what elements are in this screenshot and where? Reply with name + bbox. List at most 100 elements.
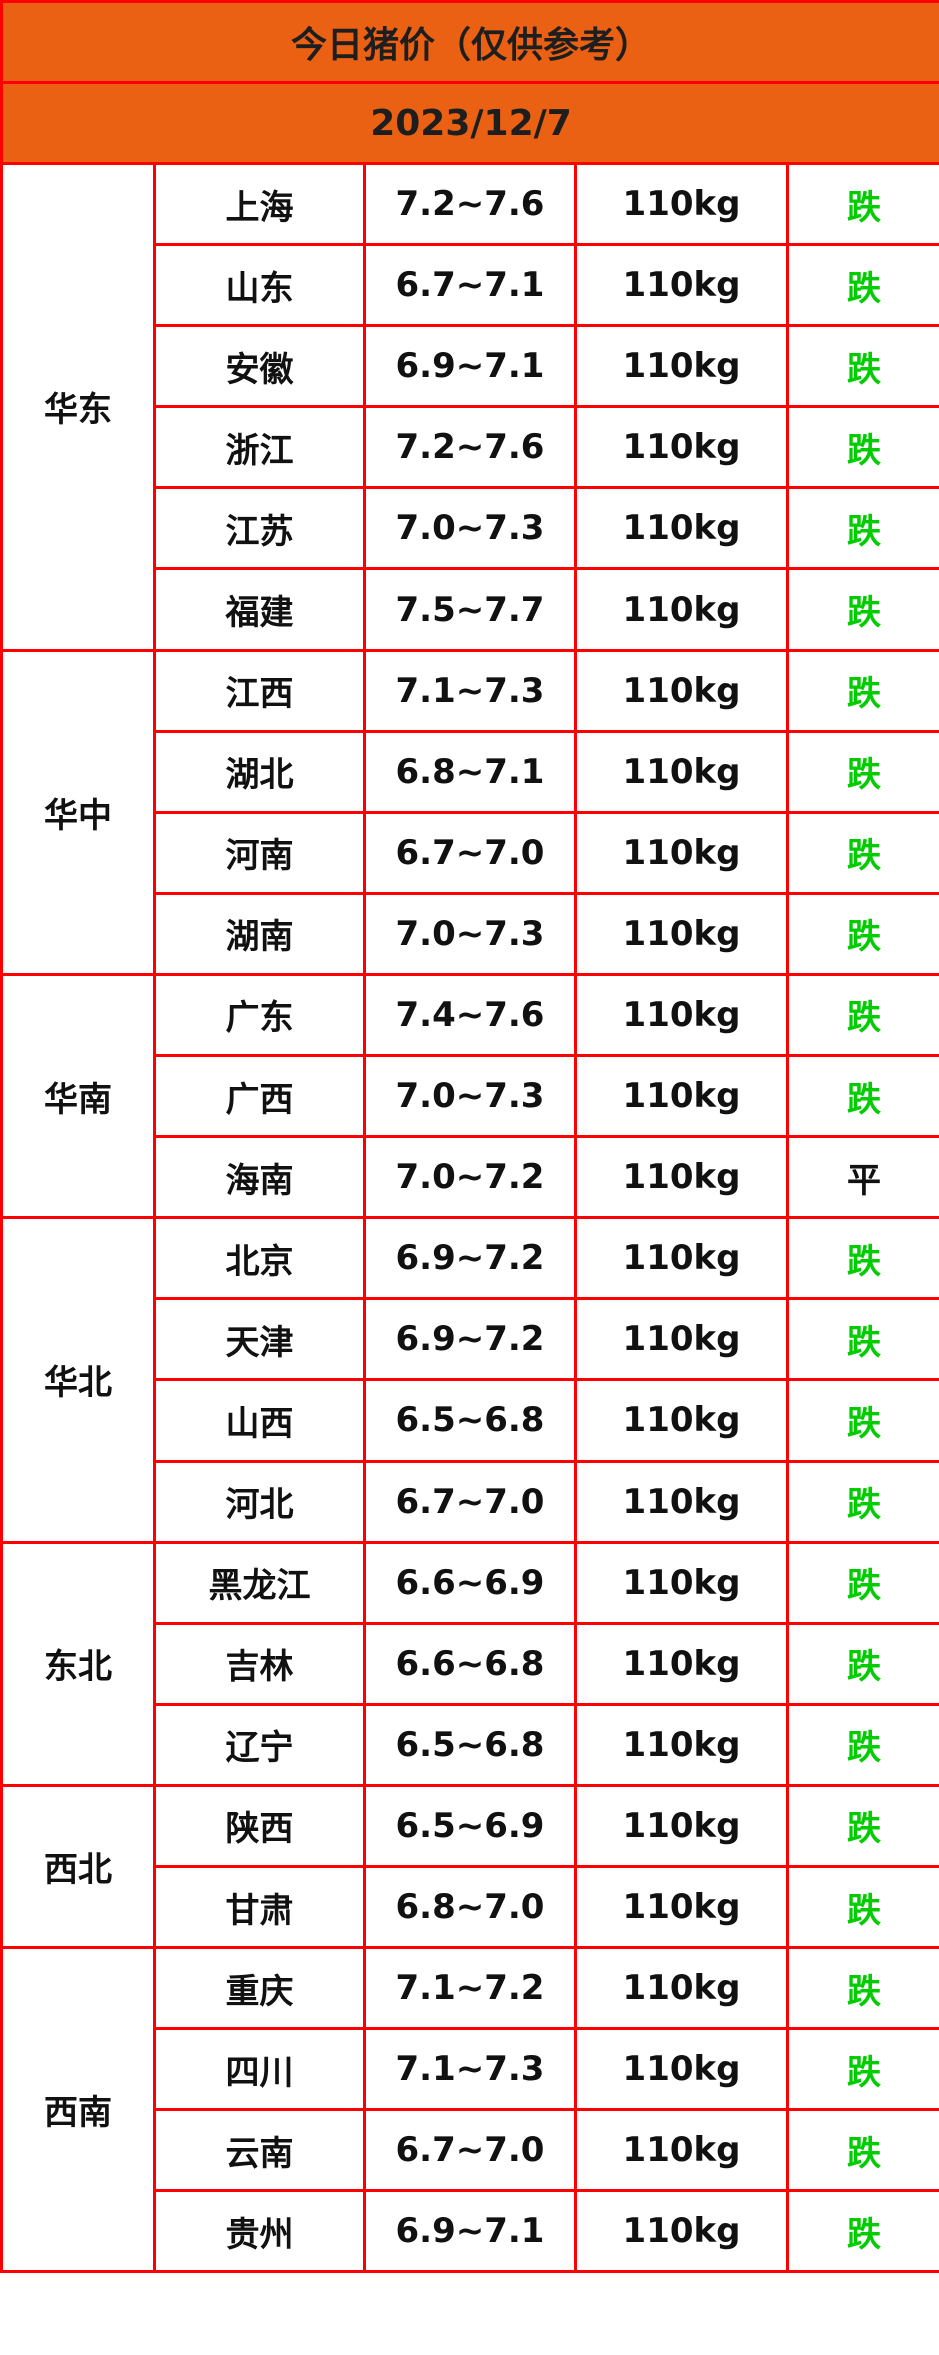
weight-cell: 110kg (574, 1702, 789, 1787)
province-cell: 北京 (153, 1216, 366, 1301)
trend-cell: 跌 (785, 810, 939, 895)
province-cell: 湖南 (153, 891, 366, 976)
table-row: 江苏 7.0~7.3 110kg 跌 (2, 486, 939, 571)
region-cell: 东北 (0, 1540, 156, 1787)
table-row: 吉林 6.6~6.8 110kg 跌 (2, 1621, 939, 1706)
province-cell: 山东 (153, 243, 366, 328)
region-cell: 华中 (0, 648, 156, 976)
province-cell: 浙江 (153, 405, 366, 490)
price-cell: 6.7~7.1 (363, 243, 577, 328)
province-cell: 重庆 (153, 1946, 366, 2031)
table-row: 贵州 6.9~7.1 110kg 跌 (2, 2189, 939, 2274)
weight-cell: 110kg (574, 324, 789, 409)
table-date: 2023/12/7 (0, 81, 939, 165)
province-cell: 黑龙江 (153, 1540, 366, 1625)
trend-cell: 跌 (785, 1621, 939, 1706)
price-cell: 7.0~7.3 (363, 891, 577, 976)
table-row: 西南 重庆 7.1~7.2 110kg 跌 (0, 1946, 939, 2274)
table-row: 天津 6.9~7.2 110kg 跌 (2, 1297, 939, 1382)
price-cell: 6.7~7.0 (363, 1459, 577, 1544)
trend-cell: 跌 (785, 1702, 939, 1787)
table-row: 甘肃 6.8~7.0 110kg 跌 (2, 1864, 939, 1950)
trend-cell: 跌 (785, 2027, 939, 2112)
trend-cell: 跌 (785, 567, 939, 652)
province-cell: 上海 (153, 161, 366, 247)
trend-cell: 跌 (785, 324, 939, 409)
province-cell: 海南 (153, 1135, 366, 1220)
price-cell: 6.7~7.0 (363, 2108, 577, 2193)
weight-cell: 110kg (574, 1297, 789, 1382)
price-cell: 7.5~7.7 (363, 567, 577, 652)
trend-cell: 跌 (785, 891, 939, 976)
weight-cell: 110kg (574, 161, 789, 247)
table-row: 辽宁 6.5~6.8 110kg 跌 (2, 1702, 939, 1787)
weight-cell: 110kg (574, 1135, 789, 1220)
price-cell: 7.1~7.2 (363, 1946, 577, 2031)
table-row: 华东 上海 7.2~7.6 110kg 跌 (0, 161, 939, 652)
weight-cell: 110kg (574, 1621, 789, 1706)
weight-cell: 110kg (574, 729, 789, 814)
price-cell: 6.9~7.1 (363, 2189, 577, 2274)
price-cell: 6.6~6.8 (363, 1621, 577, 1706)
province-cell: 甘肃 (153, 1864, 366, 1950)
weight-cell: 110kg (574, 1054, 789, 1139)
weight-cell: 110kg (574, 891, 789, 976)
table-title: 今日猪价（仅供参考） (0, 0, 939, 84)
province-cell: 河北 (153, 1459, 366, 1544)
weight-cell: 110kg (574, 405, 789, 490)
weight-cell: 110kg (574, 2189, 789, 2274)
weight-cell: 110kg (574, 972, 789, 1058)
table-row: 四川 7.1~7.3 110kg 跌 (2, 2027, 939, 2112)
trend-cell: 跌 (785, 2189, 939, 2274)
trend-cell: 跌 (785, 972, 939, 1058)
price-cell: 7.4~7.6 (363, 972, 577, 1058)
trend-cell: 跌 (785, 486, 939, 571)
price-cell: 6.5~6.8 (363, 1378, 577, 1463)
price-cell: 6.8~7.0 (363, 1864, 577, 1950)
table-row: 华中 江西 7.1~7.3 110kg 跌 (0, 648, 939, 976)
price-cell: 7.0~7.2 (363, 1135, 577, 1220)
table-row: 广西 7.0~7.3 110kg 跌 (2, 1054, 939, 1139)
trend-cell: 跌 (785, 1459, 939, 1544)
weight-cell: 110kg (574, 486, 789, 571)
weight-cell: 110kg (574, 1459, 789, 1544)
trend-cell: 跌 (785, 405, 939, 490)
trend-cell: 跌 (785, 2108, 939, 2193)
trend-cell: 跌 (785, 1216, 939, 1301)
weight-cell: 110kg (574, 1216, 789, 1301)
price-cell: 6.9~7.1 (363, 324, 577, 409)
trend-cell: 跌 (785, 161, 939, 247)
price-cell: 6.6~6.9 (363, 1540, 577, 1625)
price-cell: 6.5~6.9 (363, 1783, 577, 1868)
province-cell: 湖北 (153, 729, 366, 814)
table-row: 海南 7.0~7.2 110kg 平 (2, 1135, 939, 1220)
region-cell: 西北 (0, 1783, 156, 1950)
table-row: 河南 6.7~7.0 110kg 跌 (2, 810, 939, 895)
price-cell: 6.9~7.2 (363, 1216, 577, 1301)
table-row: 西北 陕西 6.5~6.9 110kg 跌 (0, 1783, 939, 1950)
table-row: 河北 6.7~7.0 110kg 跌 (2, 1459, 939, 1544)
trend-cell: 跌 (785, 1297, 939, 1382)
province-cell: 江苏 (153, 486, 366, 571)
region-cell: 西南 (0, 1946, 156, 2274)
table-row: 安徽 6.9~7.1 110kg 跌 (2, 324, 939, 409)
price-cell: 6.5~6.8 (363, 1702, 577, 1787)
pig-price-table: 今日猪价（仅供参考） 2023/12/7 华东 上海 7.2~7.6 110kg 跌山东… (0, 0, 939, 2274)
province-cell: 广西 (153, 1054, 366, 1139)
weight-cell: 110kg (574, 243, 789, 328)
province-cell: 吉林 (153, 1621, 366, 1706)
table-row: 东北 黑龙江 6.6~6.9 110kg 跌 (0, 1540, 939, 1787)
weight-cell: 110kg (574, 2027, 789, 2112)
price-cell: 7.0~7.3 (363, 486, 577, 571)
trend-cell: 跌 (785, 1378, 939, 1463)
table-row: 湖南 7.0~7.3 110kg 跌 (2, 891, 939, 976)
trend-cell: 跌 (785, 1054, 939, 1139)
province-cell: 广东 (153, 972, 366, 1058)
weight-cell: 110kg (574, 2108, 789, 2193)
region-cell: 华南 (0, 972, 156, 1220)
price-cell: 7.1~7.3 (363, 648, 577, 733)
price-cell: 7.1~7.3 (363, 2027, 577, 2112)
table-row: 华北 北京 6.9~7.2 110kg 跌 (0, 1216, 939, 1544)
province-cell: 河南 (153, 810, 366, 895)
province-cell: 云南 (153, 2108, 366, 2193)
